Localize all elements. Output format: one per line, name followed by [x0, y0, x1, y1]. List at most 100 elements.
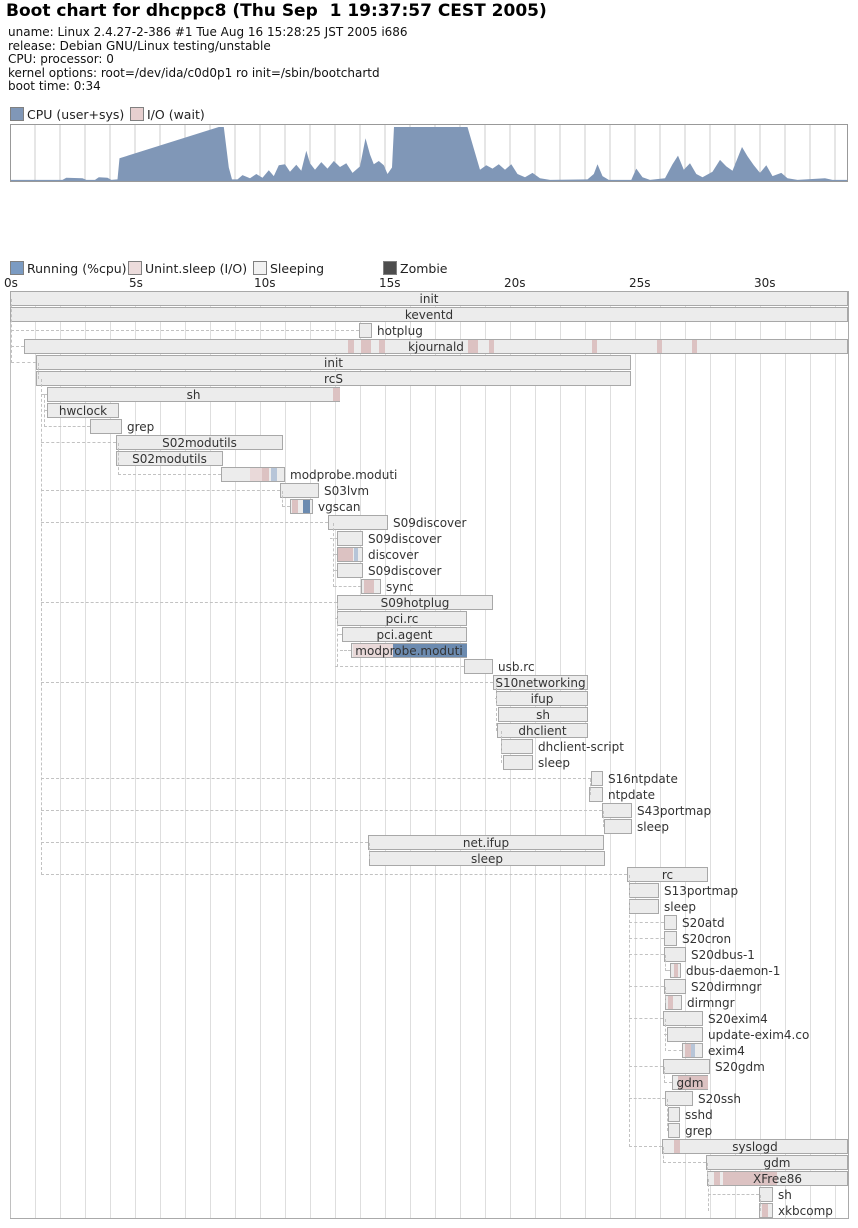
process-label: dirmngr: [687, 996, 735, 1010]
tree-connector: [118, 474, 221, 475]
tree-connector: [629, 954, 664, 955]
process-bar: [328, 515, 388, 530]
gantt-gridline: [585, 291, 586, 1218]
tree-connector: [11, 362, 36, 363]
tree-connector: [629, 1018, 663, 1019]
tree-connector-vertical: [41, 379, 42, 875]
process-bar: [670, 963, 681, 978]
gantt-gridline: [735, 291, 736, 1218]
process-label: sleep: [471, 852, 503, 866]
process-label: sh: [778, 1188, 792, 1202]
legend-label: Sleeping: [270, 261, 325, 276]
process-label: keventd: [404, 308, 454, 322]
tree-connector-vertical: [337, 603, 338, 667]
process-label: S20dirmngr: [691, 980, 762, 994]
process-label: sleep: [538, 756, 570, 770]
tree-connector: [43, 410, 47, 411]
gantt-gridline: [135, 291, 136, 1218]
gantt-gridline: [35, 291, 36, 1218]
process-bar: [664, 947, 686, 962]
time-tick-label: 0s: [4, 276, 18, 290]
process-bar: [706, 1155, 848, 1170]
process-label: S20gdm: [715, 1060, 765, 1074]
process-label: rc: [661, 868, 674, 882]
legend-label: Zombie: [400, 261, 448, 276]
system-info-line: release: Debian GNU/Linux testing/unstab…: [8, 38, 271, 53]
process-bar: [90, 419, 122, 434]
process-bar: [707, 1171, 848, 1186]
process-label: pci.agent: [376, 628, 433, 642]
process-state-segment-run: [302, 500, 310, 513]
process-state-segment-io: [677, 1076, 708, 1089]
process-bar: [24, 339, 848, 354]
process-label: pci.rc: [385, 612, 419, 626]
process-bar: [602, 803, 632, 818]
process-state-segment-io: [347, 340, 354, 353]
process-label: S20exim4: [708, 1012, 768, 1026]
process-bar: [668, 1107, 680, 1122]
process-label: sync: [386, 580, 414, 594]
process-state-segment-io: [685, 1044, 691, 1057]
process-state-segment-io: [262, 468, 269, 481]
gantt-gridline: [235, 291, 236, 1218]
gantt-gridline: [310, 291, 311, 1218]
process-gantt-chart: init keventd hotplug kjournald init rcS sh hwcl…: [0, 291, 858, 1219]
cpu-usage-area: [10, 127, 848, 181]
tree-connector: [41, 522, 328, 523]
gantt-gridline: [410, 291, 411, 1218]
process-bar: [591, 771, 603, 786]
system-info-line: uname: Linux 2.4.27-2-386 #1 Tue Aug 16 …: [8, 25, 408, 39]
process-bar: [361, 579, 381, 594]
process-label: ntpdate: [608, 788, 655, 802]
system-info-line: boot time: 0:34: [8, 79, 101, 94]
process-label: hotplug: [377, 324, 423, 338]
process-state-segment-io: [668, 996, 673, 1009]
process-bar: [221, 467, 285, 482]
process-bar: [663, 1059, 710, 1074]
tree-connector-vertical: [332, 523, 334, 587]
legend-swatch: [128, 261, 142, 275]
process-state-segment-io: [691, 340, 697, 353]
tree-connector: [41, 490, 280, 491]
gantt-gridline: [610, 291, 611, 1218]
process-bar: [759, 1203, 773, 1218]
process-label: init: [419, 292, 439, 306]
process-label: hwclock: [58, 404, 108, 418]
process-state-segment-iol: [250, 468, 262, 481]
tree-connector-vertical: [500, 731, 502, 763]
system-info-line: kernel options: root=/dev/ida/c0d0p1 ro …: [8, 65, 380, 80]
legend-swatch: [253, 261, 267, 275]
system-info-line: CPU: processor: 0: [8, 52, 114, 67]
process-label: S02modutils: [132, 452, 207, 466]
process-bar: [498, 707, 588, 722]
chart-right-border: [848, 291, 849, 1219]
process-state-segment-io: [378, 340, 385, 353]
tree-connector-vertical: [282, 491, 283, 507]
process-bar: [359, 323, 372, 338]
process-label: vgscan: [318, 500, 361, 514]
tree-connector: [335, 618, 337, 619]
tree-connector: [41, 442, 116, 443]
process-state-segment-io: [656, 340, 662, 353]
tree-connector: [663, 1162, 706, 1163]
process-label: S02modutils: [162, 436, 237, 450]
gantt-gridline: [435, 291, 436, 1218]
process-label: grep: [685, 1124, 713, 1138]
process-bar: [604, 819, 632, 834]
process-state-segment-runl: [691, 1044, 695, 1057]
process-state-segment-io: [332, 388, 340, 401]
process-label: S03lvm: [324, 484, 370, 498]
time-tick-label: 30s: [754, 276, 776, 290]
process-state-segment-io: [488, 340, 494, 353]
tree-connector: [629, 1098, 665, 1099]
tree-connector-vertical: [590, 779, 591, 795]
tree-connector: [41, 842, 368, 843]
tree-connector: [664, 1082, 672, 1083]
time-tick-label: 5s: [129, 276, 143, 290]
process-bar: [116, 451, 223, 466]
legend-label: I/O (wait): [147, 107, 205, 122]
process-bar: [759, 1187, 773, 1202]
tree-connector: [629, 938, 664, 939]
process-bar: [464, 659, 493, 674]
